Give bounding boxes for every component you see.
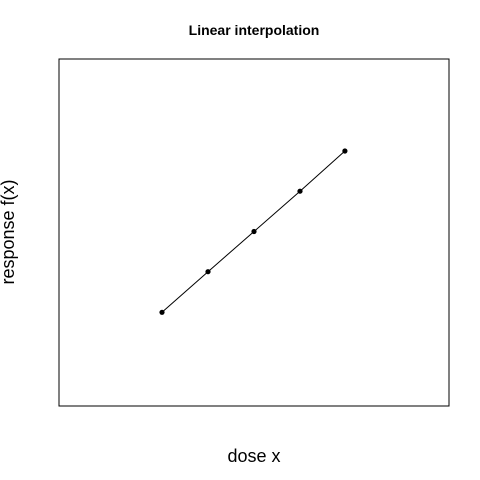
y-axis-label: response f(x) xyxy=(0,179,18,284)
data-point-1 xyxy=(159,309,165,315)
data-point-2 xyxy=(205,269,211,275)
plot-area xyxy=(159,148,348,315)
plot-frame xyxy=(58,58,450,407)
data-point-4 xyxy=(297,188,303,194)
x-axis-label: dose x xyxy=(227,446,280,466)
data-point-3 xyxy=(251,228,257,235)
chart-title: Linear interpolation xyxy=(189,22,320,38)
data-point-5 xyxy=(342,148,348,154)
